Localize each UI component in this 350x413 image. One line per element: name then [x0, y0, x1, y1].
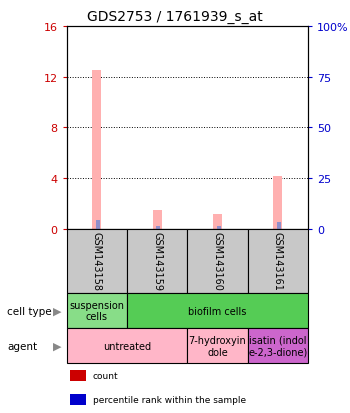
- Bar: [247, 328, 308, 363]
- Bar: [66, 293, 127, 328]
- Bar: [273, 176, 282, 229]
- Bar: [217, 227, 221, 229]
- Bar: [156, 226, 160, 229]
- Text: isatin (indol
e-2,3-dione): isatin (indol e-2,3-dione): [248, 335, 307, 357]
- Bar: [127, 229, 187, 293]
- Bar: [92, 71, 101, 229]
- Text: GSM143160: GSM143160: [212, 232, 223, 291]
- Text: GDS2753 / 1761939_s_at: GDS2753 / 1761939_s_at: [87, 10, 263, 24]
- Bar: [277, 223, 281, 229]
- Text: percentile rank within the sample: percentile rank within the sample: [93, 395, 246, 404]
- Bar: [127, 293, 308, 328]
- Text: GSM143159: GSM143159: [152, 232, 162, 291]
- Text: cell type: cell type: [7, 306, 52, 316]
- Text: ▶: ▶: [53, 341, 61, 351]
- Bar: [66, 328, 187, 363]
- Text: count: count: [93, 371, 118, 380]
- Text: untreated: untreated: [103, 341, 151, 351]
- Text: agent: agent: [7, 341, 37, 351]
- Bar: [153, 210, 162, 229]
- Text: GSM143161: GSM143161: [273, 232, 283, 291]
- Text: ▶: ▶: [53, 306, 61, 316]
- Text: 7-hydroxyin
dole: 7-hydroxyin dole: [189, 335, 246, 357]
- Bar: [66, 229, 127, 293]
- Text: suspension
cells: suspension cells: [69, 300, 124, 322]
- Bar: [187, 229, 247, 293]
- Text: GSM143158: GSM143158: [92, 232, 102, 291]
- Bar: [247, 229, 308, 293]
- Bar: [96, 221, 100, 229]
- Bar: [187, 328, 247, 363]
- Text: biofilm cells: biofilm cells: [188, 306, 247, 316]
- Bar: [213, 214, 222, 229]
